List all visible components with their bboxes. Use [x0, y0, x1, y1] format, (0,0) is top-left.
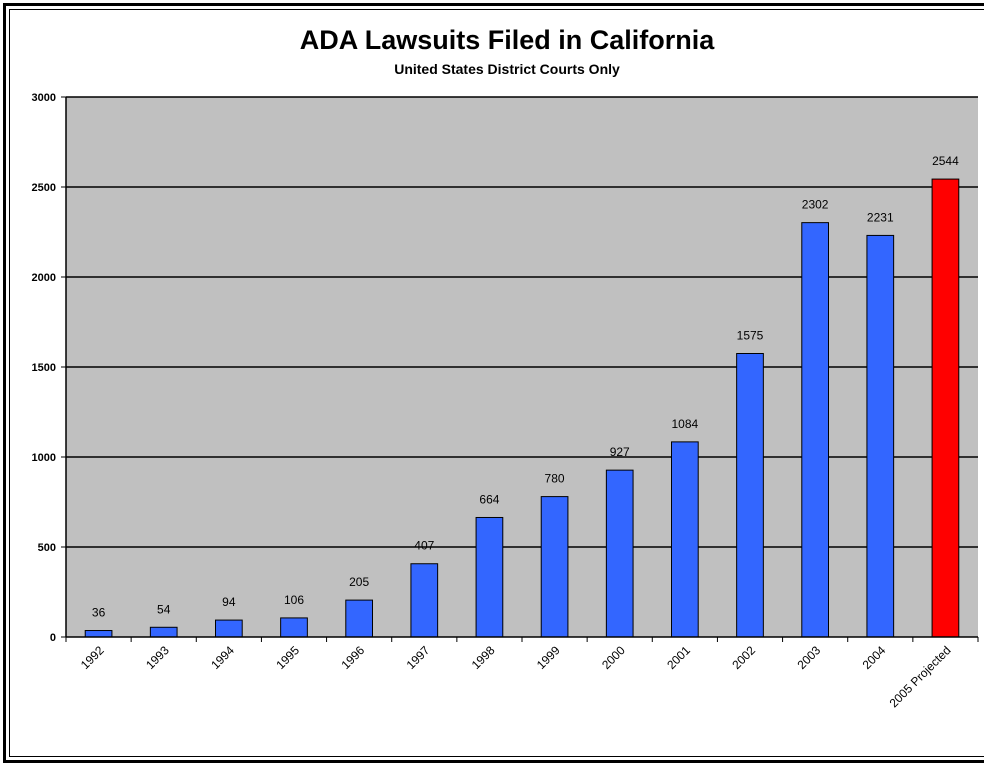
- x-tick-label: 1992: [78, 643, 107, 672]
- y-tick-label: 2500: [32, 182, 56, 194]
- x-tick-label: 1994: [208, 643, 237, 672]
- bar-value-label: 2302: [802, 198, 829, 212]
- x-tick-label: 2004: [860, 643, 889, 672]
- x-axis: 1992 1993 1994 1995 1996 1997 1998 1999 2000 2001…: [65, 636, 979, 710]
- x-tick-label: 1997: [404, 643, 433, 672]
- bar: [345, 599, 373, 638]
- bar: [866, 234, 895, 638]
- bar: [931, 178, 960, 638]
- bar: [280, 617, 308, 638]
- bar: [605, 469, 634, 638]
- x-tick-label: 2005 Projected: [887, 643, 954, 710]
- bar-value-label: 1575: [737, 329, 764, 343]
- bar-value-label: 94: [222, 595, 236, 609]
- chart-title: ADA Lawsuits Filed in California: [300, 25, 716, 55]
- bar: [215, 619, 243, 638]
- bar: [540, 496, 569, 638]
- bar: [671, 441, 699, 638]
- y-axis: 0 500 1000 1500 2000 2500 3000: [32, 92, 67, 644]
- bar-value-label: 2544: [932, 154, 959, 168]
- y-tick-label: 0: [50, 632, 56, 644]
- bar-value-label: 2231: [867, 210, 894, 224]
- bar-value-label: 36: [92, 606, 106, 620]
- x-tick-label: 1999: [534, 643, 563, 672]
- bar-value-label: 407: [414, 539, 434, 553]
- x-tick-label: 2003: [794, 643, 823, 672]
- x-tick-label: 2002: [729, 643, 758, 672]
- y-tick-label: 3000: [32, 92, 56, 104]
- chart-subtitle: United States District Courts Only: [394, 61, 620, 77]
- x-tick-label: 1996: [338, 643, 367, 672]
- bar-value-label: 1084: [672, 417, 699, 431]
- x-tick-label: 2000: [599, 643, 628, 672]
- x-tick-label: 1995: [273, 643, 302, 672]
- bar: [149, 626, 178, 638]
- bar-value-label: 664: [479, 492, 499, 506]
- bar-value-label: 106: [284, 593, 304, 607]
- bars: [84, 178, 960, 638]
- bar-value-label: 205: [349, 575, 369, 589]
- bar-value-label: 780: [545, 472, 565, 486]
- bar: [84, 630, 113, 638]
- bar: [410, 563, 439, 638]
- value-labels: 36 54 94 106 205 407 664 780 927 1084 1575 2302 2231…: [92, 154, 959, 619]
- y-tick-label: 1500: [32, 362, 56, 374]
- bar: [475, 516, 504, 638]
- x-tick-label: 1998: [469, 643, 498, 672]
- bar: [801, 222, 829, 638]
- x-tick-label: 2001: [664, 643, 693, 672]
- bar-value-label: 54: [157, 602, 171, 616]
- y-tick-label: 500: [38, 542, 56, 554]
- y-tick-label: 1000: [32, 452, 56, 464]
- x-tick-label: 1993: [143, 643, 172, 672]
- bar-value-label: 927: [610, 445, 630, 459]
- y-tick-label: 2000: [32, 272, 56, 284]
- bar: [736, 353, 764, 638]
